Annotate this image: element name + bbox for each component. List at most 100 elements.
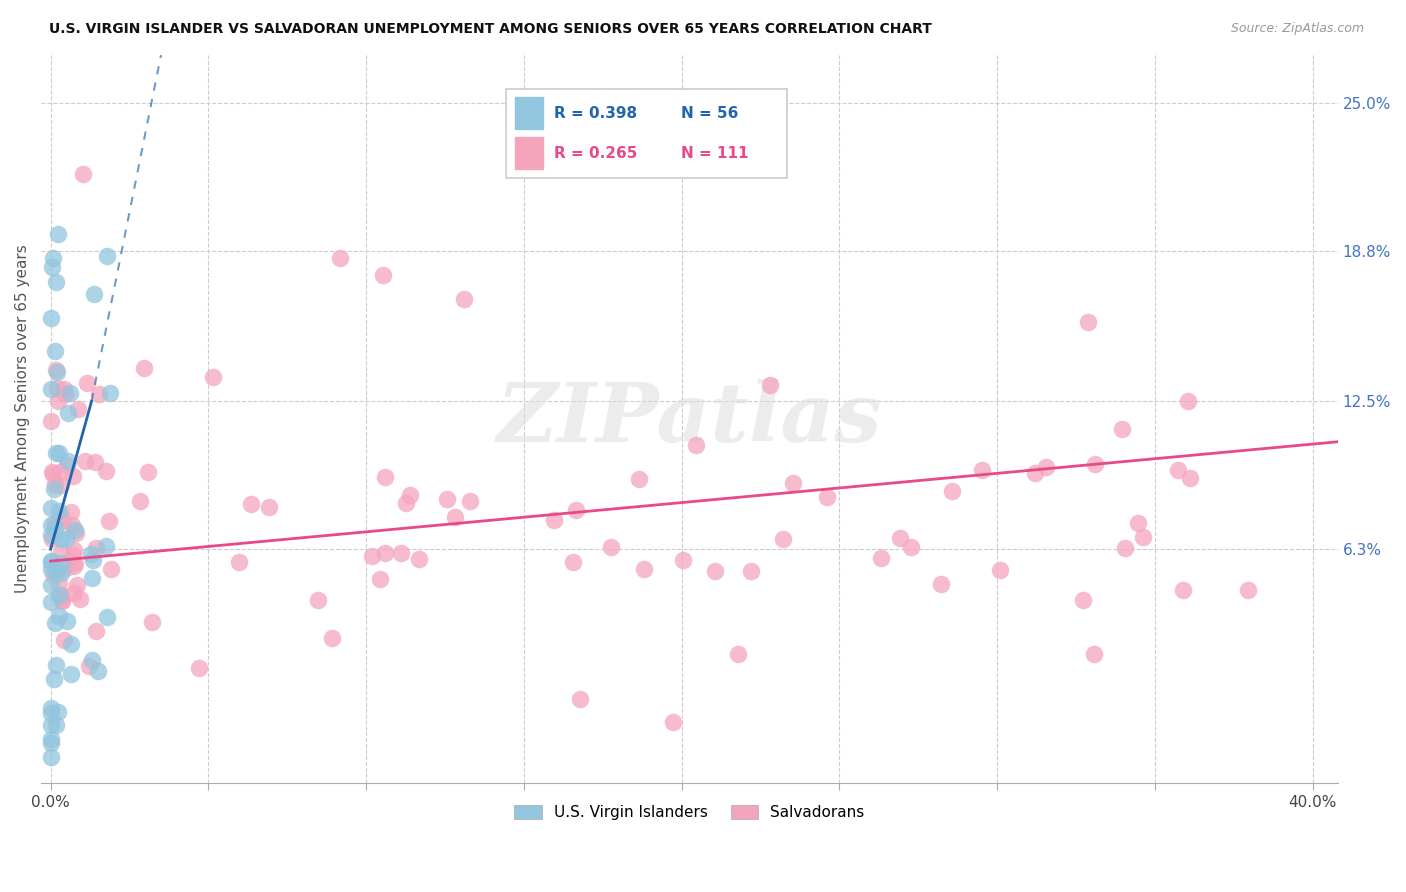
Point xyxy=(1077,315,1099,329)
Point xyxy=(39,518,62,533)
Point xyxy=(83,286,105,301)
Point xyxy=(41,260,63,274)
Point xyxy=(39,501,62,516)
Point xyxy=(98,514,121,528)
Point xyxy=(63,559,86,574)
Point xyxy=(83,454,105,468)
Point xyxy=(188,661,211,675)
Text: N = 111: N = 111 xyxy=(681,146,748,161)
Point xyxy=(53,382,76,396)
Point xyxy=(394,496,416,510)
Point xyxy=(45,564,67,578)
Point xyxy=(1173,582,1195,597)
Point xyxy=(44,521,66,535)
Point xyxy=(1237,582,1260,597)
Point xyxy=(307,592,329,607)
Point xyxy=(758,378,780,392)
Point xyxy=(1071,593,1094,607)
Point xyxy=(869,550,891,565)
Point xyxy=(45,275,67,289)
Point xyxy=(408,552,430,566)
Point xyxy=(60,637,83,651)
Point xyxy=(389,546,412,560)
Point xyxy=(76,376,98,390)
Point xyxy=(1132,529,1154,543)
Point xyxy=(51,557,73,571)
Bar xyxy=(515,137,543,169)
Point xyxy=(62,548,84,562)
Point xyxy=(703,564,725,578)
FancyBboxPatch shape xyxy=(506,89,787,178)
Point xyxy=(46,380,69,394)
Point xyxy=(371,268,394,282)
Point xyxy=(45,718,67,732)
Point xyxy=(51,514,73,528)
Point xyxy=(436,491,458,506)
Point xyxy=(55,561,77,575)
Point xyxy=(1178,471,1201,485)
Point xyxy=(259,500,281,514)
Point xyxy=(772,533,794,547)
Point xyxy=(41,532,63,546)
Point xyxy=(46,705,69,719)
Point xyxy=(66,578,89,592)
Point xyxy=(48,609,70,624)
Point xyxy=(727,647,749,661)
Point xyxy=(62,468,84,483)
Point xyxy=(561,555,583,569)
Point xyxy=(51,532,73,546)
Point xyxy=(96,609,118,624)
Point xyxy=(44,344,66,359)
Text: R = 0.265: R = 0.265 xyxy=(554,146,637,161)
Point xyxy=(44,616,66,631)
Point xyxy=(1177,394,1199,409)
Text: Source: ZipAtlas.com: Source: ZipAtlas.com xyxy=(1230,22,1364,36)
Point xyxy=(41,465,63,479)
Point xyxy=(42,251,65,265)
Point xyxy=(48,504,70,518)
Point xyxy=(45,657,67,672)
Point xyxy=(889,531,911,545)
Point xyxy=(817,490,839,504)
Bar xyxy=(515,97,543,129)
Point xyxy=(60,518,83,533)
Point xyxy=(42,672,65,686)
Point xyxy=(543,512,565,526)
Point xyxy=(444,509,467,524)
Point xyxy=(77,658,100,673)
Point xyxy=(929,576,952,591)
Point xyxy=(53,387,76,401)
Point xyxy=(98,386,121,401)
Point xyxy=(84,541,107,555)
Point xyxy=(672,553,695,567)
Point xyxy=(46,394,69,409)
Point xyxy=(45,363,67,377)
Point xyxy=(1126,516,1149,530)
Point xyxy=(569,692,592,706)
Point xyxy=(60,505,83,519)
Point xyxy=(41,310,63,325)
Point xyxy=(368,572,391,586)
Point xyxy=(1083,647,1105,661)
Point xyxy=(82,553,104,567)
Point xyxy=(69,592,91,607)
Point xyxy=(51,593,73,607)
Point xyxy=(972,463,994,477)
Point xyxy=(662,715,685,730)
Point xyxy=(58,406,80,420)
Point xyxy=(1114,541,1136,555)
Point xyxy=(42,482,65,496)
Point xyxy=(627,472,650,486)
Point xyxy=(136,465,159,479)
Point xyxy=(63,585,86,599)
Point xyxy=(39,750,62,764)
Point xyxy=(374,546,396,560)
Point xyxy=(129,494,152,508)
Point xyxy=(39,732,62,747)
Point xyxy=(59,386,82,401)
Point xyxy=(48,575,70,590)
Point xyxy=(62,542,84,557)
Point xyxy=(56,454,79,468)
Point xyxy=(48,227,70,241)
Point xyxy=(100,562,122,576)
